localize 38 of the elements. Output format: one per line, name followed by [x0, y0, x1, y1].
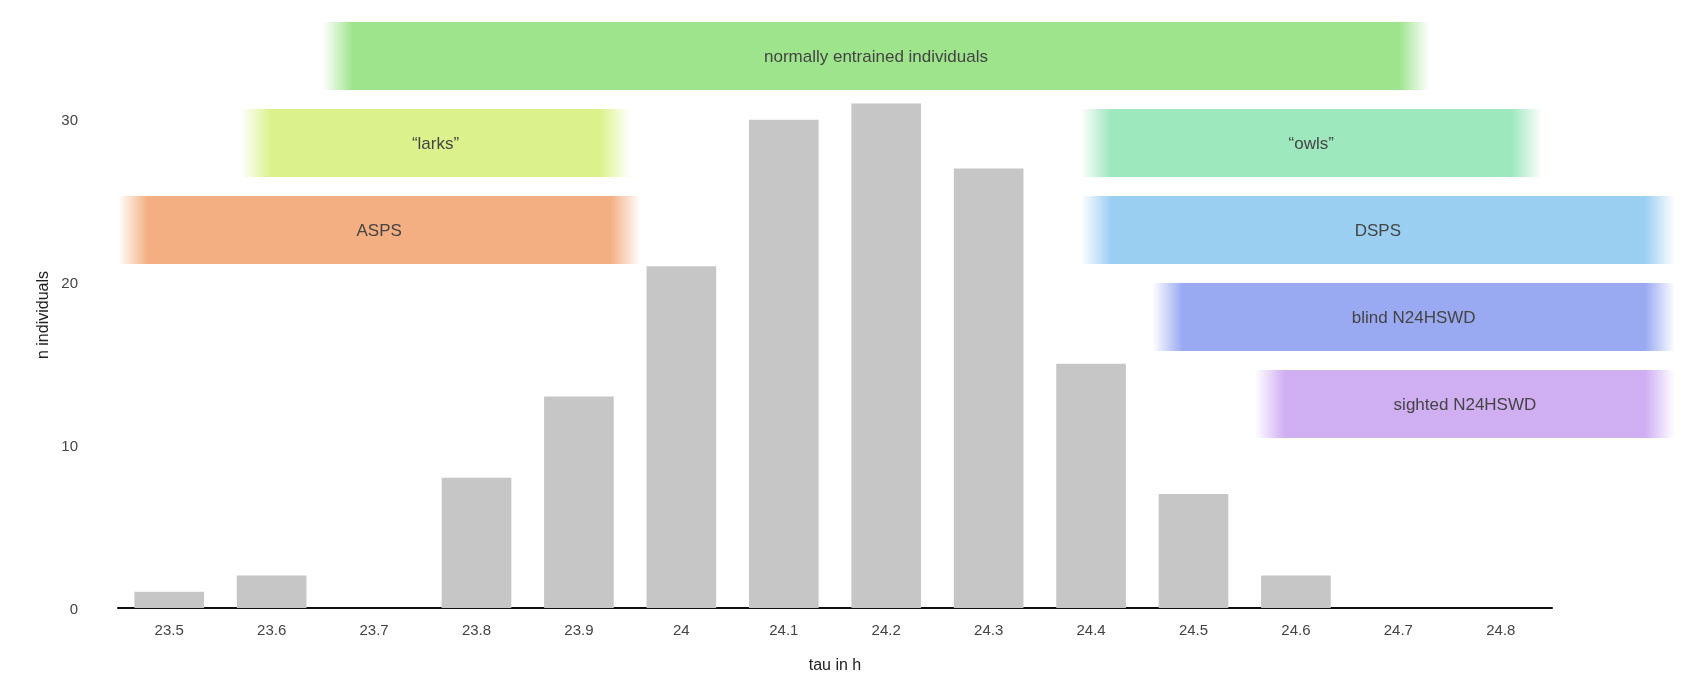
x-tick-label: 24.1	[769, 621, 799, 638]
x-tick-label: 24.8	[1486, 621, 1516, 638]
y-axis-title: n individuals	[33, 270, 51, 360]
band-label: DSPS	[1354, 220, 1402, 240]
bar	[1056, 363, 1126, 608]
x-tick-label: 23.9	[564, 621, 594, 638]
x-tick-label: 24	[673, 621, 690, 638]
x-tick-label: 23.8	[461, 621, 492, 638]
y-tick-label: 20	[61, 273, 78, 291]
x-axis-title: tau in h	[808, 655, 862, 673]
bar	[748, 119, 819, 608]
x-tick-label: 23.5	[154, 621, 184, 638]
bar	[646, 266, 717, 608]
bar	[441, 477, 512, 608]
band-label: blind N24HSWD	[1351, 307, 1476, 327]
x-tick-label: 23.7	[359, 621, 389, 638]
bar	[134, 591, 205, 608]
bar	[1261, 575, 1331, 608]
x-tick-label: 24.4	[1076, 621, 1106, 638]
bar	[1158, 494, 1229, 608]
x-tick-label: 23.6	[257, 621, 287, 638]
bar	[236, 575, 307, 608]
x-tick-label: 24.5	[1178, 621, 1209, 638]
x-tick-label: 24.3	[974, 621, 1004, 638]
y-tick-label: 10	[61, 436, 78, 454]
bar	[544, 396, 614, 608]
x-tick-label: 24.6	[1281, 621, 1311, 638]
band-label: ASPS	[356, 220, 402, 240]
band-label: “owls”	[1288, 133, 1335, 153]
band-label: normally entrained individuals	[763, 46, 988, 66]
band-label: sighted N24HSWD	[1393, 394, 1537, 414]
bar	[953, 168, 1024, 608]
y-tick-label: 0	[69, 599, 78, 617]
band-label: “larks”	[411, 133, 460, 153]
bar	[851, 103, 922, 608]
x-tick-label: 24.7	[1383, 621, 1413, 638]
y-tick-label: 30	[61, 111, 78, 129]
x-tick-label: 24.2	[871, 621, 901, 638]
